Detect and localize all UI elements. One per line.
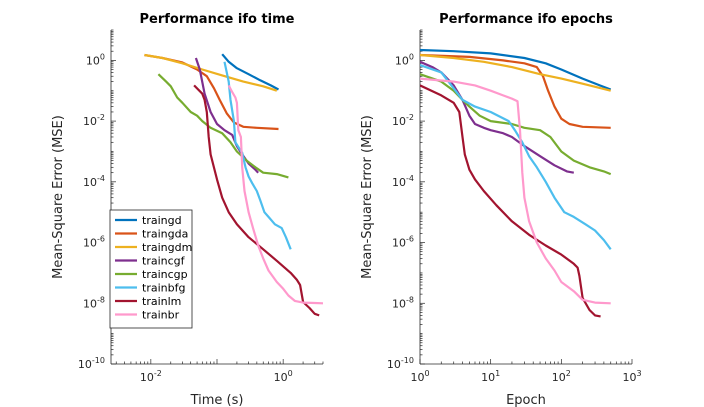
chart-0: 10-2 100 10-10 10-8 10-6 10-4 10-2 100 Performan…	[51, 12, 324, 407]
series-line-trainlm	[420, 84, 601, 318]
legend-label-traincgp: traincgp	[142, 268, 188, 281]
y-tick-label: 100	[86, 52, 105, 67]
series-line-traingda	[144, 53, 279, 131]
x-tick-label: 100	[410, 369, 429, 384]
y-tick-label: 10-10	[387, 356, 414, 371]
legend-label-trainlm: trainlm	[142, 295, 181, 308]
x-tick-label: 100	[274, 369, 293, 384]
legend-label-traincgf: traincgf	[142, 255, 186, 268]
series-line-trainbfg	[223, 61, 292, 250]
y-tick-label: 10-4	[83, 174, 105, 189]
legend-label-traingd: traingd	[142, 214, 182, 227]
series-line-traincgf	[194, 57, 260, 174]
series-line-traincgp	[157, 73, 289, 179]
y-tick-label: 10-8	[392, 295, 414, 310]
y-tick-label: 10-10	[78, 356, 105, 371]
legend-label-trainbr: trainbr	[142, 309, 180, 322]
series-line-trainbfg	[420, 64, 612, 250]
series-line-traingdm	[144, 53, 278, 92]
chart-title: Performance ifo time	[140, 12, 295, 27]
series-line-traincgf	[420, 60, 575, 174]
y-tick-label: 10-8	[83, 295, 105, 310]
y-tick-label: 10-6	[83, 235, 105, 250]
x-axis-label: Epoch	[506, 393, 546, 407]
series-line-trainbr	[227, 84, 323, 305]
series-line-traingd	[420, 48, 612, 91]
series-line-traincgp	[420, 73, 612, 176]
legend: traingdtraingdatraingdmtraincgftraincgpt…	[109, 209, 193, 329]
series-group	[144, 53, 323, 317]
y-axis-label: Mean-Square Error (MSE)	[360, 115, 375, 279]
y-tick-label: 10-2	[83, 113, 105, 128]
series-line-traingdm	[420, 53, 611, 92]
x-axis-label: Time (s)	[190, 393, 244, 407]
series-group	[420, 48, 612, 318]
chart-title: Performance ifo epochs	[439, 12, 613, 27]
y-tick-label: 10-6	[392, 235, 414, 250]
legend-box	[109, 209, 193, 329]
x-tick-label: 103	[622, 369, 641, 384]
legend-label-traingdm: traingdm	[142, 241, 192, 254]
y-axis-label: Mean-Square Error (MSE)	[51, 115, 66, 279]
chart-1: 100 101 102 103 10-10 10-8 10-6 10-4 10-2 100 Perf…	[360, 12, 642, 407]
legend-label-traingda: traingda	[142, 228, 188, 241]
series-line-traingd	[221, 53, 280, 91]
series-line-traingda	[420, 53, 611, 129]
series-line-trainlm	[193, 84, 320, 317]
y-tick-label: 10-4	[392, 174, 414, 189]
y-tick-label: 10-2	[392, 113, 414, 128]
x-tick-label: 10-2	[140, 369, 162, 384]
x-tick-label: 102	[552, 369, 571, 384]
series-line-trainbr	[420, 77, 611, 305]
x-tick-label: 101	[481, 369, 500, 384]
y-tick-label: 100	[395, 52, 414, 67]
legend-label-trainbfg: trainbfg	[142, 282, 185, 295]
